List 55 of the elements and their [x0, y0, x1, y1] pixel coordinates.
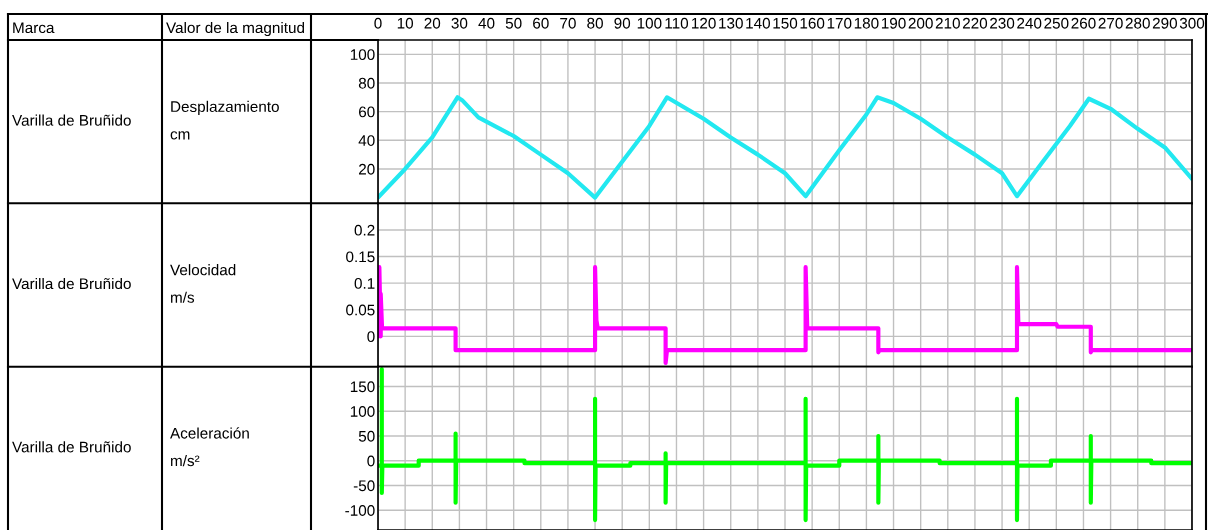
x-tick-label: 260	[1071, 17, 1096, 29]
x-tick-label: 60	[533, 17, 549, 29]
y-tick-label: 40	[358, 135, 375, 146]
y-tick-label: 150	[350, 381, 375, 393]
x-tick-label: 90	[614, 17, 631, 29]
y-axis-title: Desplazamiento cm	[170, 100, 279, 140]
y-tick-label: 0.05	[346, 304, 375, 316]
text: Varilla de Bruñido	[12, 441, 131, 453]
x-tick-label: 280	[1125, 17, 1150, 29]
x-tick-label: 240	[1017, 17, 1042, 29]
x-tick-label: 50	[505, 17, 522, 29]
y-tick-label: 0.1	[354, 278, 375, 289]
y-axis-title: Velocidad m/s	[170, 264, 236, 303]
text: Marca	[13, 22, 55, 34]
y-tick-label: -50	[353, 480, 375, 492]
x-tick-label: 250	[1044, 17, 1069, 29]
y-axis-title: Aceleración m/s²	[170, 427, 249, 467]
x-tick-label: 290	[1152, 17, 1178, 29]
x-tick-label: 220	[962, 17, 988, 29]
x-tick-label: 120	[692, 17, 716, 29]
y-tick-label: 80	[358, 77, 375, 89]
x-tick-label: 20	[424, 17, 441, 29]
x-tick-label: 170	[827, 17, 852, 29]
y-tick-label: 0	[367, 331, 375, 343]
x-tick-label: 80	[587, 17, 603, 29]
x-tick-label: 40	[478, 17, 495, 29]
x-tick-label: 10	[397, 17, 414, 29]
x-tick-label: 100	[637, 17, 662, 29]
y-tick-label: 20	[359, 163, 375, 175]
y-tick-label: 0.2	[354, 224, 375, 236]
y-tick-label: 0	[367, 455, 375, 467]
x-tick-label: 180	[854, 17, 879, 29]
x-tick-label: 160	[800, 17, 825, 29]
x-tick-label: 140	[746, 17, 771, 29]
x-tick-label: 70	[560, 17, 576, 29]
text: Varilla de Bruñido	[12, 114, 131, 126]
x-tick-label: 200	[908, 17, 933, 29]
x-tick-label: 110	[665, 17, 689, 29]
x-tick-label: 130	[719, 17, 743, 29]
y-tick-label: -100	[345, 505, 375, 516]
x-tick-label: 30	[451, 17, 468, 29]
text: Valor de la magnitud	[166, 21, 305, 37]
x-tick-label: 300	[1179, 17, 1205, 29]
line-series	[378, 95, 1192, 200]
y-tick-label: 100	[350, 406, 375, 417]
text: Varilla de Bruñido	[12, 277, 131, 290]
y-tick-label: 100	[350, 49, 375, 61]
y-tick-label: 50	[358, 430, 375, 442]
x-tick-label: 190	[881, 17, 906, 29]
x-tick-label: 230	[990, 17, 1015, 29]
x-tick-label: 270	[1098, 17, 1123, 29]
y-tick-label: 0.15	[346, 251, 375, 263]
x-tick-label: 150	[773, 17, 798, 29]
x-tick-label: 210	[935, 17, 960, 29]
y-tick-label: 60	[359, 106, 375, 118]
